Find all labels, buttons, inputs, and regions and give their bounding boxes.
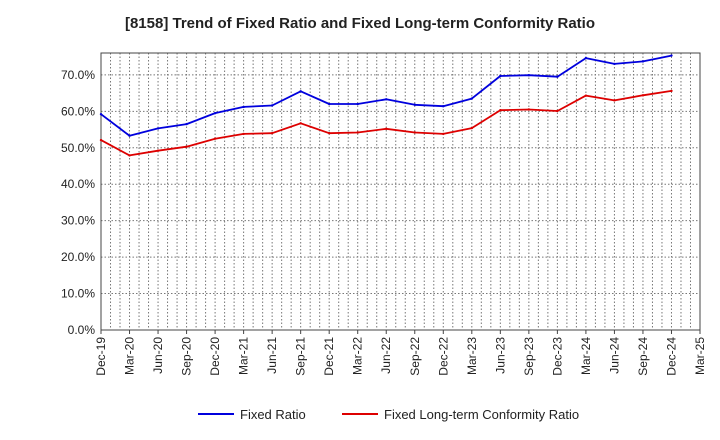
data-point xyxy=(270,104,274,107)
data-point xyxy=(556,109,559,113)
y-tick-label: 0.0% xyxy=(68,323,96,337)
plot-border xyxy=(100,52,701,331)
data-point xyxy=(470,126,474,130)
axis-layer: 0.0% 10.0% 20.0% 30.0% 40.0% 50.0% 60.0% 70.0% D… xyxy=(61,52,707,376)
data-point xyxy=(385,98,388,101)
y-tick-label: 20.0% xyxy=(61,250,95,264)
y-tick-label: 10.0% xyxy=(61,287,95,301)
x-tick-label: Jun-22 xyxy=(379,337,393,374)
data-point xyxy=(213,137,217,140)
x-tick-label: Sep-22 xyxy=(408,337,422,376)
data-point xyxy=(356,102,359,106)
data-point xyxy=(413,103,416,106)
grid-layer xyxy=(101,53,700,330)
data-point xyxy=(99,138,103,142)
x-tick-label: Mar-24 xyxy=(579,337,593,375)
data-point xyxy=(641,94,645,97)
data-point xyxy=(327,131,331,135)
data-point xyxy=(299,90,302,93)
legend: Fixed Ratio Fixed Long-term Conformity Ra… xyxy=(198,407,579,422)
data-point xyxy=(613,99,616,102)
x-tick-label: Dec-23 xyxy=(550,337,564,376)
data-point xyxy=(128,134,131,137)
x-tick-label: Jun-24 xyxy=(607,337,621,374)
x-tick-label: Mar-21 xyxy=(237,337,251,375)
x-tick-label: Jun-20 xyxy=(151,337,165,374)
data-point xyxy=(327,102,331,106)
series-layer xyxy=(99,54,673,157)
y-tick-label: 30.0% xyxy=(61,214,95,228)
x-tick-label: Jun-23 xyxy=(493,337,507,374)
x-tick-label: Dec-20 xyxy=(208,337,222,376)
data-point xyxy=(584,56,588,60)
data-point xyxy=(556,75,559,78)
plot-area xyxy=(101,53,700,330)
data-point xyxy=(442,105,445,108)
data-point xyxy=(156,127,160,130)
data-point xyxy=(242,132,245,136)
data-point xyxy=(270,131,274,135)
data-point xyxy=(242,105,245,109)
data-point xyxy=(356,131,359,134)
x-tick-label: Sep-20 xyxy=(180,337,194,376)
data-point xyxy=(299,122,302,125)
data-point xyxy=(670,89,673,93)
legend-label: Fixed Long-term Conformity Ratio xyxy=(384,407,579,422)
x-tick-label: Sep-21 xyxy=(294,337,308,376)
data-point xyxy=(641,60,645,63)
data-point xyxy=(385,127,388,131)
y-tick-label: 40.0% xyxy=(61,177,95,191)
legend-label: Fixed Ratio xyxy=(240,407,306,422)
y-tick-label: 60.0% xyxy=(61,104,95,118)
data-point xyxy=(99,113,103,116)
y-tick-label: 50.0% xyxy=(61,141,95,155)
data-point xyxy=(442,132,445,136)
x-tick-label: Mar-20 xyxy=(123,337,137,375)
data-point xyxy=(499,74,502,78)
x-tick-label: Dec-24 xyxy=(664,337,678,376)
data-point xyxy=(213,111,217,115)
data-point xyxy=(527,74,531,77)
data-point xyxy=(584,94,588,97)
data-point xyxy=(670,54,673,57)
x-tick-label: Mar-22 xyxy=(351,337,365,375)
data-point xyxy=(499,109,502,112)
data-point xyxy=(185,145,188,148)
x-tick-label: Sep-23 xyxy=(522,337,536,376)
data-point xyxy=(156,149,160,152)
y-tick-label: 70.0% xyxy=(61,68,95,82)
x-tick-label: Mar-23 xyxy=(465,337,479,375)
data-point xyxy=(527,108,531,111)
data-point xyxy=(470,97,474,100)
x-tick-label: Jun-21 xyxy=(265,337,279,374)
data-point xyxy=(128,154,131,157)
data-point xyxy=(413,131,416,134)
x-tick-label: Dec-22 xyxy=(436,337,450,376)
x-tick-label: Sep-24 xyxy=(636,337,650,376)
x-tick-label: Mar-25 xyxy=(693,337,707,375)
chart-title: [8158] Trend of Fixed Ratio and Fixed Lo… xyxy=(124,15,596,32)
data-point xyxy=(613,62,616,66)
x-tick-label: Dec-19 xyxy=(94,337,108,376)
data-point xyxy=(185,122,188,126)
x-tick-label: Dec-21 xyxy=(322,337,336,376)
